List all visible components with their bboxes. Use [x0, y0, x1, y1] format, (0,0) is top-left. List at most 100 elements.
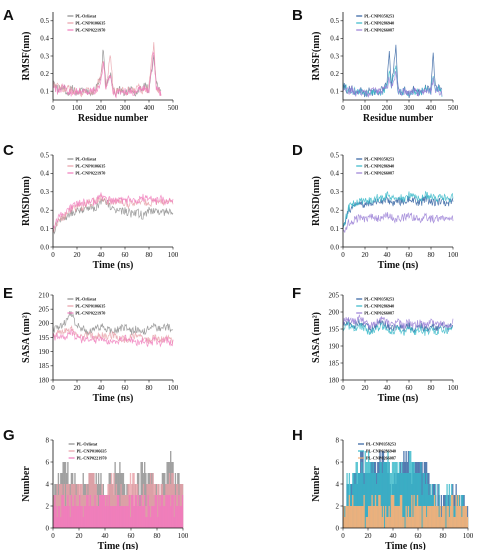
bar [430, 506, 432, 528]
bar [449, 506, 452, 528]
y-tick-label: 8 [46, 436, 50, 444]
bar [147, 495, 149, 528]
x-tick-label: 100 [463, 532, 474, 540]
bar [173, 517, 175, 528]
y-tick-label: 0.2 [40, 70, 49, 78]
bar [374, 495, 377, 528]
legend-label: PL-CNP0221970 [75, 28, 105, 33]
legend-label: PL-CNP0358253 [364, 157, 394, 162]
bar [388, 506, 390, 528]
bar [408, 451, 411, 528]
legend-label: PL-CNP0106635 [75, 21, 105, 26]
bar [67, 495, 69, 528]
x-tick-label: 80 [440, 532, 448, 540]
bar [368, 451, 370, 528]
legend-label: PL-CNP0106635 [75, 164, 105, 169]
bar [83, 506, 86, 528]
legend: PL-Orlistat PL-CNP0106635 PL-CNP0221970 [68, 442, 107, 461]
bar [57, 506, 60, 528]
bar [74, 495, 76, 528]
x-tick-label: 400 [144, 104, 155, 112]
x-tick-label: 400 [426, 104, 437, 112]
bar [71, 506, 74, 528]
bar [405, 473, 407, 528]
series-group [342, 44, 443, 99]
bar [406, 473, 408, 528]
bar [92, 506, 94, 528]
y-tick-label: 200 [329, 308, 340, 316]
legend-label: PL-CNP0358253 [366, 442, 396, 447]
x-axis-title: Time (ns) [93, 393, 134, 404]
bar [404, 473, 406, 528]
bar [345, 506, 347, 528]
bar [157, 517, 159, 528]
bar [348, 495, 351, 528]
bar [358, 473, 361, 528]
bar [62, 495, 64, 528]
y-tick-label: 205 [39, 305, 50, 313]
bar [164, 506, 166, 528]
bar [76, 506, 79, 528]
bar [102, 495, 105, 528]
bar [82, 517, 84, 528]
bar [97, 506, 100, 528]
bar [152, 473, 154, 528]
panel-letter: B [292, 7, 303, 24]
x-tick-label: 0 [341, 104, 345, 112]
bar [92, 473, 94, 528]
x-axis-title: Residue number [363, 113, 434, 124]
bar [60, 517, 62, 528]
x-tick-label: 20 [76, 532, 84, 540]
y-tick-label: 0 [336, 524, 340, 532]
bar [158, 495, 160, 528]
bar [423, 473, 426, 528]
bar [66, 506, 68, 528]
bar [381, 517, 383, 528]
bar [416, 495, 419, 528]
bar [399, 495, 402, 528]
y-tick-label: 0.5 [330, 17, 339, 25]
bar [103, 495, 106, 528]
bar [407, 506, 410, 528]
bar [403, 517, 405, 528]
bar [415, 506, 418, 528]
legend-label: PL-CNP0221970 [77, 456, 107, 461]
bar [105, 506, 107, 528]
bar [360, 473, 362, 528]
x-axis-title: Time (ns) [378, 393, 419, 404]
legend-label: PL-Orlistat [75, 157, 96, 162]
x-tick-label: 0 [51, 104, 55, 112]
bar [443, 506, 445, 528]
panel-a: A 0 100 200 300 400 500 0.1 0.2 0.3 0.4 0.5 Residue … [3, 7, 179, 124]
bar [422, 506, 424, 528]
legend-label: PL-Orlistat [77, 442, 98, 447]
y-tick-label: 0.0 [330, 243, 339, 251]
bar [464, 506, 466, 528]
panel-g: G 0 20 40 60 80 100 0 2 4 6 8 Time (ns) Number PL-Orli… [3, 427, 189, 550]
y-tick-label: 0.5 [40, 151, 49, 159]
y-axis-title: RMSD(nm) [311, 176, 322, 226]
legend-label: PL-CNP0286940 [364, 164, 394, 169]
y-axis-title: Number [21, 466, 32, 502]
bar [100, 495, 102, 528]
bar [410, 517, 412, 528]
x-tick-label: 20 [362, 384, 370, 392]
bar [419, 473, 421, 528]
bar [177, 506, 179, 528]
x-tick-label: 60 [128, 532, 136, 540]
bar [110, 506, 113, 528]
bar [394, 462, 396, 528]
y-axis-title: RMSF(nm) [311, 32, 322, 81]
bar [140, 495, 142, 528]
x-tick-label: 60 [406, 251, 414, 259]
y-tick-label: 0.2 [330, 70, 339, 78]
bar [173, 484, 175, 528]
legend-label: PL-CNP0221970 [75, 311, 105, 316]
bar [162, 506, 165, 528]
bar [398, 506, 401, 528]
y-tick-label: 0.1 [40, 88, 49, 96]
bar [136, 506, 139, 528]
bar [344, 517, 346, 528]
bar [116, 495, 119, 528]
bar [135, 495, 138, 528]
